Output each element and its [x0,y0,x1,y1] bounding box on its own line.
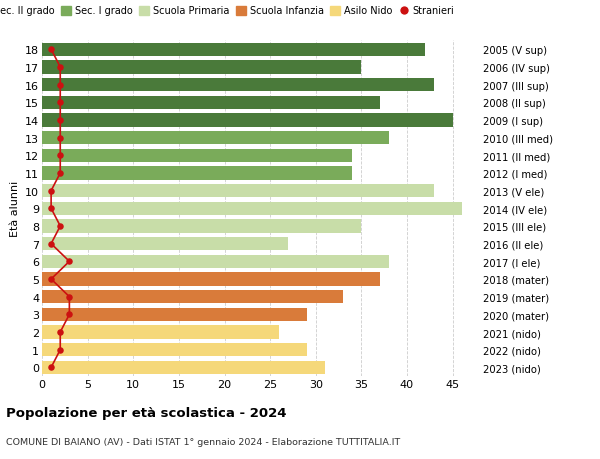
Point [55,134,65,142]
Bar [42,202,462,215]
Point [55,152,65,160]
Bar [42,185,434,198]
Point [55,99,65,106]
Point [46,241,56,248]
Point [55,117,65,124]
Bar [42,96,380,110]
Point [65,311,74,319]
Point [55,329,65,336]
Legend: Sec. II grado, Sec. I grado, Scuola Primaria, Scuola Infanzia, Asilo Nido, Stran: Sec. II grado, Sec. I grado, Scuola Prim… [0,3,458,20]
Bar [42,343,307,357]
Bar [42,326,279,339]
Point [55,223,65,230]
Bar [42,237,289,251]
Text: Popolazione per età scolastica - 2024: Popolazione per età scolastica - 2024 [6,406,287,419]
Bar [42,361,325,374]
Bar [42,220,361,233]
Point [55,170,65,177]
Point [46,188,56,195]
Bar [42,44,425,57]
Point [55,82,65,89]
Bar [42,167,352,180]
Point [55,346,65,353]
Bar [42,61,361,74]
Bar [42,291,343,304]
Point [65,293,74,301]
Bar [42,273,380,286]
Bar [42,114,452,127]
Point [46,46,56,54]
Bar [42,308,307,321]
Point [65,258,74,265]
Bar [42,79,434,92]
Bar [42,255,389,269]
Y-axis label: Età alunni: Età alunni [10,181,20,237]
Point [46,276,56,283]
Point [55,64,65,72]
Bar [42,132,389,145]
Point [46,205,56,213]
Text: COMUNE DI BAIANO (AV) - Dati ISTAT 1° gennaio 2024 - Elaborazione TUTTITALIA.IT: COMUNE DI BAIANO (AV) - Dati ISTAT 1° ge… [6,437,400,446]
Bar [42,149,352,162]
Point [46,364,56,371]
